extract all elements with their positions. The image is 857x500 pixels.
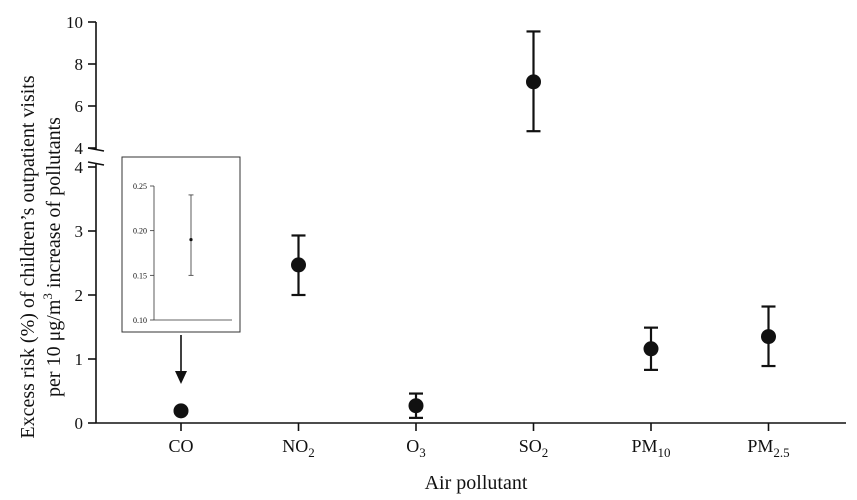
x-tick-label: CO	[168, 436, 193, 456]
y-axis-title-line2: per 10 μg/m3 increase of pollutants	[40, 117, 65, 397]
data-point	[643, 341, 659, 357]
x-axis-title: Air pollutant	[425, 472, 528, 494]
x-tick-label: PM10	[631, 436, 670, 460]
x-ticks: CO NO2 O3 SO2 PM10 PM2.5	[168, 423, 790, 460]
y-axis-upper-tick-label: 6	[75, 97, 84, 116]
data-point	[291, 257, 306, 273]
x-tick-label: PM2.5	[747, 436, 789, 460]
inset-error-bar	[188, 194, 194, 276]
inset-tick-label: 0.15	[133, 271, 147, 280]
inset-frame	[121, 156, 241, 333]
data-point	[173, 403, 189, 419]
y-axis-title-line1: Excess risk (%) of children’s outpatient…	[17, 75, 39, 438]
inset-tick-label: 0.20	[133, 227, 147, 236]
axis-break-mark-bottom	[87, 161, 105, 166]
y-axis-lower-tick-label: 1	[75, 350, 84, 369]
data-point	[526, 74, 541, 90]
y-axis-lower-tick-label: 4	[75, 158, 84, 177]
y-axis-upper-tick-label: 8	[75, 55, 84, 74]
y-axis-lower-tick-label: 0	[75, 414, 84, 433]
inset-arrow-head	[175, 371, 187, 384]
inset-data-point	[189, 238, 193, 242]
y-axis-lower-tick-label: 3	[75, 222, 84, 241]
inset-tick-label: 0.10	[133, 316, 147, 325]
x-tick-label: NO2	[282, 436, 315, 460]
error-bars	[291, 30, 776, 419]
x-tick-label: O3	[406, 436, 426, 460]
y-axis-lower-tick-label: 2	[75, 286, 84, 305]
x-tick-label: SO2	[519, 436, 549, 460]
data-point	[761, 329, 776, 345]
inset-tick-label: 0.25	[133, 182, 147, 191]
y-axis-upper-tick-label: 10	[66, 13, 83, 32]
y-axis-title: Excess risk (%) of children’s outpatient…	[17, 75, 65, 438]
data-point	[408, 398, 424, 414]
y-ticks-upper: 4 6 8 10	[66, 13, 96, 158]
y-axis-upper-tick-label: 4	[75, 139, 84, 158]
inset-y-ticks: 0.10 0.15 0.20 0.25	[133, 182, 154, 325]
y-ticks-lower: 0 1 2 3 4	[75, 158, 96, 433]
data-points	[173, 74, 776, 419]
